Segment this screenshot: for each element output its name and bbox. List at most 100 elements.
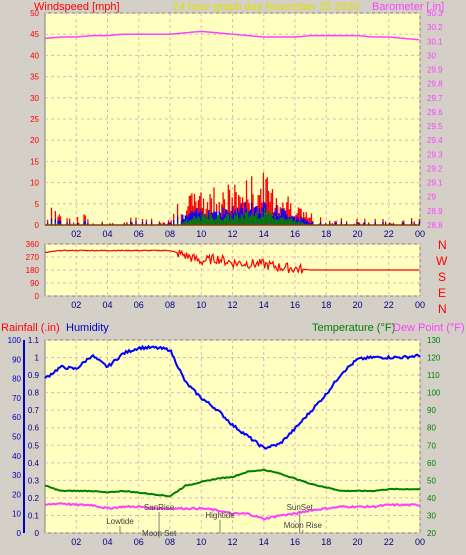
- wind-x-tick: 06: [134, 229, 144, 239]
- climate-axes: 0 0.1 0.2 0.3 0.4 0.5 0.6 0.7 0.8 0.9 1 1.1 0 10 20 30 4…: [8, 336, 441, 547]
- event-marker-label: Lowtide: [106, 517, 134, 526]
- wind-y-tick: 20: [30, 136, 39, 145]
- barometer-y-tick: 29.9: [427, 66, 443, 75]
- event-marker-label: Hightide: [205, 511, 235, 520]
- humidity-y-tick: 60: [12, 413, 21, 422]
- climate-x-tick: 08: [165, 537, 175, 547]
- climate-series: Lowtide SunRise Moon Set Hightide SunSet Moon…: [44, 344, 421, 538]
- direction-x-tick: 18: [321, 300, 331, 310]
- humidity-y-tick: 100: [8, 336, 22, 345]
- temperature-y-tick: 100: [427, 389, 441, 398]
- wind-y-tick: 30: [30, 94, 39, 103]
- direction-y-tick: 360: [26, 240, 40, 249]
- direction-x-tick: 04: [102, 300, 112, 310]
- barometer-line: [44, 30, 420, 41]
- humidity-y-tick: 30: [12, 471, 21, 480]
- barometer-y-tick: 30: [427, 51, 436, 60]
- direction-x-tick: 16: [290, 300, 300, 310]
- climate-x-tick: 12: [227, 537, 237, 547]
- climate-x-tick: 04: [102, 537, 112, 547]
- rain-y-tick: 1.1: [28, 336, 40, 345]
- temperature-y-tick: 70: [427, 441, 436, 450]
- event-marker-label: Moon Set: [142, 529, 177, 538]
- wind-y-tick: 40: [30, 51, 39, 60]
- climate-panel: Lowtide SunRise Moon Set Hightide SunSet Moon…: [1, 322, 465, 547]
- temperature-y-tick: 30: [427, 511, 436, 520]
- temperature-y-tick: 110: [427, 371, 440, 380]
- wind-grid: [45, 12, 421, 226]
- direction-x-tick: 00: [415, 300, 425, 310]
- barometer-y-tick: 29.6: [427, 108, 443, 117]
- humidity-y-tick: 80: [12, 375, 21, 384]
- wind-x-tick: 22: [384, 229, 394, 239]
- temperature-label: Temperature (°F): [312, 322, 395, 334]
- humidity-y-tick: 20: [12, 490, 21, 499]
- climate-x-tick: 16: [290, 537, 300, 547]
- direction-y-tick: 270: [26, 253, 40, 262]
- event-marker-label: Moon Rise: [284, 521, 323, 530]
- event-marker-label: SunSet: [287, 503, 314, 512]
- compass-e: E: [438, 286, 446, 300]
- direction-x-tick: 02: [71, 300, 81, 310]
- barometer-label: Barometer [.in]: [372, 1, 444, 13]
- wind-x-tick: 00: [415, 229, 425, 239]
- temperature-y-tick: 40: [427, 494, 436, 503]
- barometer-y-tick: 29.4: [427, 136, 443, 145]
- temperature-y-tick: 60: [427, 459, 436, 468]
- barometer-y-tick: 30.1: [427, 37, 443, 46]
- compass-w: W: [436, 254, 448, 268]
- barometer-y-tick: 29.1: [427, 179, 443, 188]
- humidity-y-tick: 70: [12, 394, 21, 403]
- direction-x-tick: 08: [165, 300, 175, 310]
- dewpoint-label: Dew Point (°F): [393, 322, 465, 334]
- rain-y-tick: 0.2: [28, 494, 40, 503]
- wind-panel: 0 5 10 15 20 25 30 35 40 45 50 28.8 28.9 29 29.1 29.2 29…: [30, 1, 444, 239]
- temperature-y-tick: 90: [427, 406, 436, 415]
- wind-x-tick: 04: [102, 229, 112, 239]
- wind-y-tick: 50: [30, 9, 39, 18]
- humidity-y-tick: 40: [12, 452, 21, 461]
- humidity-y-tick: 10: [12, 510, 21, 519]
- rain-y-tick: 0.7: [28, 406, 40, 415]
- direction-x-tick: 10: [196, 300, 206, 310]
- rain-y-tick: 0.8: [28, 389, 40, 398]
- wind-y-tick: 5: [35, 200, 40, 209]
- rain-y-tick: 1: [35, 354, 40, 363]
- wind-y-tick: 25: [30, 115, 39, 124]
- direction-x-tick: 14: [259, 300, 269, 310]
- wind-x-tick: 12: [227, 229, 237, 239]
- climate-x-tick: 14: [259, 537, 269, 547]
- barometer-y-tick: 28.9: [427, 207, 443, 216]
- barometer-y-tick: 29.2: [427, 164, 443, 173]
- humidity-y-tick: 0: [17, 529, 22, 538]
- rainfall-label: Rainfall (.in): [1, 322, 60, 334]
- direction-x-tick: 22: [384, 300, 394, 310]
- temperature-y-tick: 130: [427, 336, 441, 345]
- direction-x-tick: 06: [134, 300, 144, 310]
- wind-y-tick: 35: [30, 73, 39, 82]
- event-marker-label: SunRise: [144, 503, 175, 512]
- wind-y-tick: 0: [35, 221, 40, 230]
- direction-x-tick: 12: [227, 300, 237, 310]
- barometer-y-tick: 29.3: [427, 150, 443, 159]
- climate-x-tick: 02: [71, 537, 81, 547]
- wind-series: [44, 30, 421, 226]
- climate-x-tick: 00: [415, 537, 425, 547]
- wind-x-tick: 10: [196, 229, 206, 239]
- compass-n-bottom: N: [438, 302, 447, 316]
- climate-x-tick: 18: [321, 537, 331, 547]
- humidity-y-tick: 90: [12, 355, 21, 364]
- rain-y-tick: 0.3: [28, 476, 40, 485]
- climate-x-tick: 10: [196, 537, 206, 547]
- wind-x-tick: 02: [71, 229, 81, 239]
- compass-s: S: [438, 270, 446, 284]
- direction-y-tick: 0: [35, 292, 40, 301]
- wind-y-tick: 45: [30, 30, 39, 39]
- wind-x-tick: 08: [165, 229, 175, 239]
- direction-y-tick: 180: [26, 266, 40, 275]
- humidity-line: [44, 344, 421, 450]
- direction-series: [44, 249, 420, 275]
- rain-y-tick: 0: [35, 529, 40, 538]
- temperature-y-tick: 50: [427, 476, 436, 485]
- humidity-y-tick: 50: [12, 433, 21, 442]
